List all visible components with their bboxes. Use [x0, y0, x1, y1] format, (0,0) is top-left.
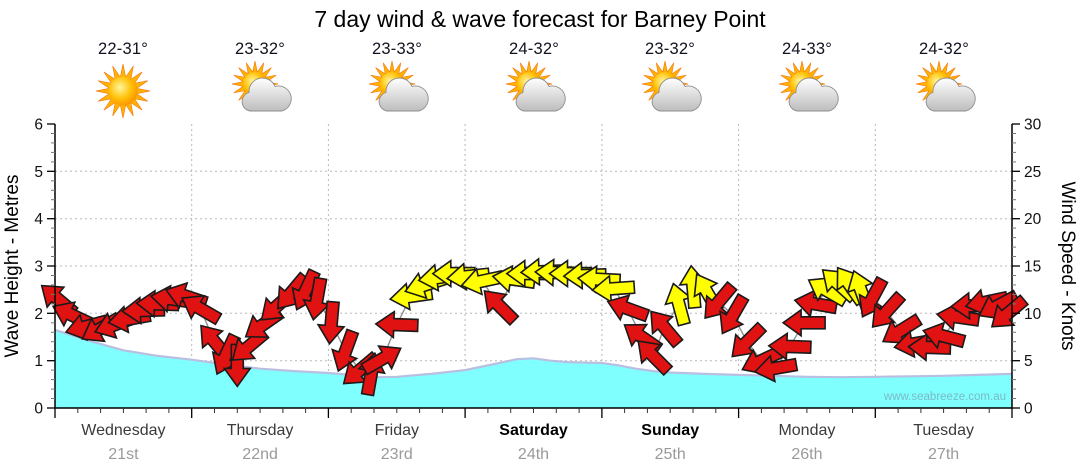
day-temperature-range: 23-33°: [372, 40, 422, 58]
svg-text:1: 1: [34, 353, 43, 370]
cloud: [651, 77, 702, 112]
day-name-label: Tuesday: [913, 422, 974, 439]
svg-text:0: 0: [34, 401, 43, 418]
day-date-label: 25th: [655, 446, 686, 463]
wind-arrow: [753, 354, 799, 383]
cloud: [925, 77, 976, 112]
svg-text:3: 3: [34, 259, 43, 276]
day-date-label: 26th: [791, 446, 822, 463]
day-temperature-range: 24-32°: [509, 40, 559, 58]
svg-text:30: 30: [1024, 117, 1042, 134]
wind-arrow: [374, 310, 419, 340]
wind-arrow: [302, 276, 331, 322]
day-date-label: 27th: [928, 446, 959, 463]
day-labels: Wednesday 21st Thursday 22nd Friday 23rd Satur…: [81, 422, 974, 463]
svg-text:5: 5: [1024, 353, 1033, 370]
wind-arrow: [360, 345, 402, 376]
day-header: 24-33°: [752, 40, 862, 119]
weather-icon-partly-cloudy: [231, 61, 292, 112]
wind-arrow: [606, 294, 651, 323]
wind-arrow: [921, 321, 967, 350]
day-header: 22-31°: [68, 40, 178, 119]
day-temperature-range: 23-32°: [235, 40, 285, 58]
svg-text:10: 10: [1024, 306, 1042, 323]
day-header: 24-32°: [889, 40, 999, 119]
weather-icon-partly-cloudy: [641, 61, 702, 112]
wind-arrows: [40, 257, 1030, 397]
svg-text:0: 0: [1024, 401, 1033, 418]
svg-text:15: 15: [1024, 259, 1041, 276]
wind-tick-labels: 0 5 10 15 20 25 30: [1024, 117, 1042, 418]
day-header: 24-32°: [479, 40, 589, 119]
svg-text:6: 6: [34, 117, 43, 134]
weather-icon-partly-cloudy: [915, 61, 976, 112]
svg-text:2: 2: [34, 306, 43, 323]
wind-arrow: [180, 294, 223, 326]
day-name-label: Thursday: [227, 422, 294, 439]
wind-arrow: [935, 302, 981, 332]
wind-arrow: [871, 290, 907, 329]
day-date-label: 24th: [518, 446, 549, 463]
wind-arrow: [664, 282, 693, 327]
day-date-label: 22nd: [242, 446, 278, 463]
cloud: [241, 77, 292, 112]
svg-text:4: 4: [34, 211, 43, 228]
wave-tick-labels: 0 1 2 3 4 5 6: [34, 117, 43, 418]
wind-arrow: [881, 313, 923, 344]
day-date-label: 21st: [108, 446, 139, 463]
svg-text:5: 5: [34, 164, 43, 181]
wind-arrow: [222, 343, 252, 388]
day-temperature-range: 22-31°: [98, 40, 148, 58]
day-name-label: Sunday: [641, 422, 699, 439]
day-temperature-range: 24-32°: [919, 40, 969, 58]
wind-arrow: [650, 310, 684, 349]
day-name-label: Saturday: [499, 422, 568, 439]
cloud: [515, 77, 566, 112]
weather-icon-sunny: [95, 63, 151, 119]
sun-disc: [108, 76, 138, 106]
cloud: [378, 77, 429, 112]
wind-arrow: [590, 274, 636, 304]
chart-title: 7 day wind & wave forecast for Barney Po…: [314, 6, 766, 32]
tick-marks: [47, 123, 1020, 418]
weather-icon-partly-cloudy: [505, 61, 566, 112]
day-name-label: Friday: [375, 422, 419, 439]
day-header: 23-32°: [615, 40, 725, 119]
wind-arrow: [781, 308, 826, 338]
weather-icon-partly-cloudy: [778, 61, 839, 112]
day-temperature-range: 23-32°: [645, 40, 695, 58]
wave-height-area: [55, 329, 1012, 408]
day-name-label: Monday: [778, 422, 835, 439]
day-date-label: 23rd: [381, 446, 413, 463]
wind-arrow: [704, 280, 738, 320]
wind-arrow: [483, 289, 520, 327]
watermark: www.seabreeze.com.au: [883, 391, 1006, 403]
wind-arrow: [767, 331, 812, 361]
weather-icon-partly-cloudy: [368, 61, 429, 112]
wind-arrow: [637, 340, 674, 377]
wind-arrow: [858, 275, 889, 318]
svg-text:20: 20: [1024, 211, 1042, 228]
wind-arrow: [719, 292, 750, 335]
day-header: 23-32°: [205, 40, 315, 119]
wave-axis-title: Wave Height - Metres: [2, 174, 23, 358]
day-temperature-range: 24-33°: [782, 40, 832, 58]
wind-arrow: [731, 321, 768, 358]
wind-arrow: [331, 328, 360, 373]
gridlines: [55, 124, 1012, 408]
wind-arrow: [990, 294, 1030, 328]
svg-text:25: 25: [1024, 164, 1041, 181]
day-header: 23-33°: [342, 40, 452, 119]
cloud: [788, 77, 839, 112]
wind-arrow: [316, 300, 346, 346]
wind-axis-title: Wind Speed - Knots: [1057, 181, 1078, 351]
day-name-label: Wednesday: [81, 422, 165, 439]
